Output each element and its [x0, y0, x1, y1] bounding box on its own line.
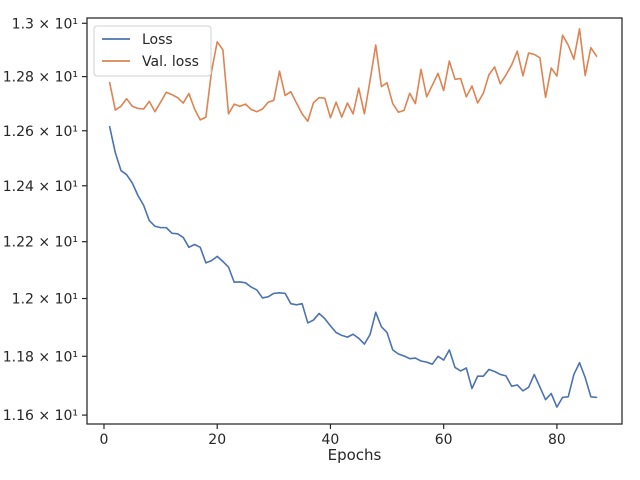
y-tick-label: 1.22 × 10¹	[3, 235, 78, 251]
y-tick-label: 1.28 × 10¹	[3, 70, 78, 86]
legend-label: Loss	[142, 32, 173, 48]
x-tick-label: 20	[208, 432, 226, 448]
y-tick-label: 1.3 × 10¹	[12, 16, 78, 32]
series-line-val-loss	[108, 28, 598, 123]
y-axis-ticks: 1.16 × 10¹ 1.18 × 10¹ 1.2 × 10¹ 1.22 × 10¹ 1…	[3, 16, 87, 424]
x-axis-label: Epochs	[328, 446, 382, 464]
y-tick-label: 1.18 × 10¹	[3, 349, 78, 365]
x-tick-label: 40	[322, 432, 340, 448]
y-tick-label: 1.2 × 10¹	[12, 292, 78, 308]
y-tick-label: 1.26 × 10¹	[3, 124, 78, 140]
x-axis-ticks: 0 20 40 60 80	[100, 424, 566, 448]
x-tick-label: 60	[435, 432, 453, 448]
legend-label: Val. loss	[142, 54, 199, 70]
axes-frame	[86, 17, 623, 425]
legend: Loss Val. loss	[93, 25, 212, 77]
series-line-loss	[108, 125, 598, 408]
x-tick-label: 80	[548, 432, 566, 448]
y-tick-label: 1.24 × 10¹	[3, 179, 78, 195]
y-tick-label: 1.16 × 10¹	[3, 408, 78, 424]
x-tick-label: 0	[100, 432, 109, 448]
series-layer	[108, 28, 598, 408]
